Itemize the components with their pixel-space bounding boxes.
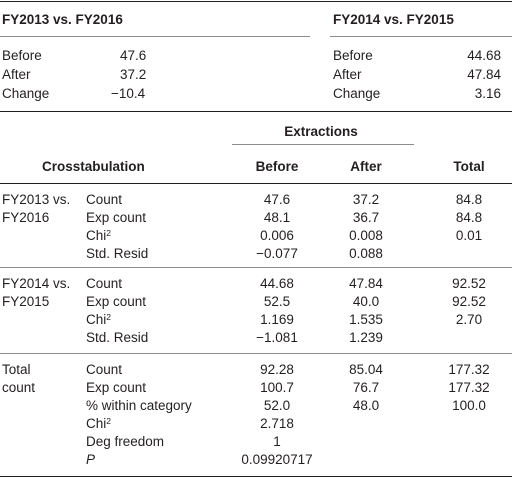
row-label: Count — [86, 192, 123, 207]
summary-right-title: FY2014 vs. FY2015 — [333, 12, 454, 27]
summary-left-value: 47.6 — [120, 48, 147, 63]
cell-total: 84.8 — [455, 210, 483, 225]
group-name: FY2013 vs. — [2, 192, 71, 207]
summary-right-value: 3.16 — [474, 86, 501, 101]
cell-total: 0.01 — [455, 228, 483, 243]
cell-after: 37.2 — [352, 192, 380, 207]
cell-before: 92.28 — [260, 362, 294, 377]
summary-bottom-rule — [0, 111, 512, 112]
cell-before: 52.5 — [263, 294, 291, 309]
row-label-chi: Chi2 — [86, 228, 111, 244]
group-name: Total — [2, 362, 31, 377]
row-label: Chi — [86, 312, 107, 327]
summary-left-rule — [0, 36, 310, 37]
row-label: Chi — [86, 228, 107, 243]
crosstab-header-label: Crosstabulation — [42, 159, 145, 174]
cell-total: 100.0 — [452, 398, 486, 413]
top-rule — [0, 1, 512, 2]
cell-after: 1.535 — [349, 312, 383, 327]
row-label: % within category — [86, 398, 192, 413]
cell-after: 1.239 — [349, 330, 383, 345]
cell-total: 2.70 — [455, 312, 483, 327]
summary-right-value: 47.84 — [467, 67, 501, 82]
column-header-total: Total — [453, 159, 485, 174]
summary-left-title: FY2013 vs. FY2016 — [2, 12, 123, 27]
row-label: Chi — [86, 416, 107, 431]
cell-before: −1.081 — [256, 330, 298, 345]
cell-total: 92.52 — [452, 294, 486, 309]
summary-left-label: Change — [2, 86, 50, 101]
row-label: Std. Resid — [86, 330, 149, 345]
group-name: FY2015 — [2, 294, 50, 309]
cell-after: 40.0 — [352, 294, 380, 309]
group-divider — [0, 353, 512, 354]
column-header-after: After — [350, 159, 382, 174]
extractions-group-rule — [232, 144, 414, 145]
summary-left-value: −10.4 — [111, 86, 146, 101]
cell-after: 76.7 — [352, 380, 380, 395]
cell-before: 2.718 — [260, 416, 294, 431]
superscript: 2 — [106, 312, 111, 322]
row-label: Exp count — [86, 380, 147, 395]
cell-total: 92.52 — [452, 276, 486, 291]
cell-before: 0.006 — [260, 228, 294, 243]
row-label: Exp count — [86, 210, 147, 225]
cell-after: 85.04 — [349, 362, 383, 377]
summary-right-rule — [330, 36, 512, 37]
group-name: FY2016 — [2, 210, 50, 225]
cell-before: −0.077 — [256, 246, 298, 261]
cell-after: 47.84 — [349, 276, 383, 291]
cell-before: 47.6 — [263, 192, 291, 207]
summary-left-label: After — [2, 67, 31, 82]
group-divider — [0, 267, 512, 268]
extractions-group-header: Extractions — [284, 124, 358, 139]
row-label: Deg freedom — [86, 434, 165, 449]
row-label-chi: Chi2 — [86, 416, 111, 432]
row-label: Count — [86, 276, 123, 291]
cell-before: 52.0 — [263, 398, 291, 413]
row-label: Exp count — [86, 294, 147, 309]
cell-total: 177.32 — [448, 362, 490, 377]
cell-after: 0.008 — [349, 228, 383, 243]
summary-right-label: Before — [333, 48, 373, 63]
cell-after: 0.088 — [349, 246, 383, 261]
summary-right-value: 44.68 — [467, 48, 501, 63]
cell-before: 1.169 — [260, 312, 294, 327]
cell-before: 44.68 — [260, 276, 294, 291]
cell-before: 1 — [273, 434, 281, 449]
cell-before: 0.09920717 — [241, 452, 313, 467]
group-name: count — [2, 380, 36, 395]
row-label: P — [86, 452, 96, 467]
row-label-chi: Chi2 — [86, 312, 111, 328]
row-label: Count — [86, 362, 123, 377]
summary-left-value: 37.2 — [120, 67, 147, 82]
cell-after: 48.0 — [352, 398, 380, 413]
summary-right-label: After — [333, 67, 362, 82]
crosstab-header-rule — [0, 183, 512, 184]
bottom-rule — [0, 476, 512, 477]
cell-before: 48.1 — [263, 210, 291, 225]
superscript: 2 — [106, 416, 111, 426]
cell-before: 100.7 — [260, 380, 294, 395]
cell-total: 84.8 — [455, 192, 483, 207]
superscript: 2 — [106, 228, 111, 238]
summary-left-label: Before — [2, 48, 42, 63]
summary-right-label: Change — [333, 86, 381, 101]
row-label: Std. Resid — [86, 246, 149, 261]
group-name: FY2014 vs. — [2, 276, 71, 291]
column-header-before: Before — [255, 159, 299, 174]
cell-total: 177.32 — [448, 380, 490, 395]
cell-after: 36.7 — [352, 210, 380, 225]
